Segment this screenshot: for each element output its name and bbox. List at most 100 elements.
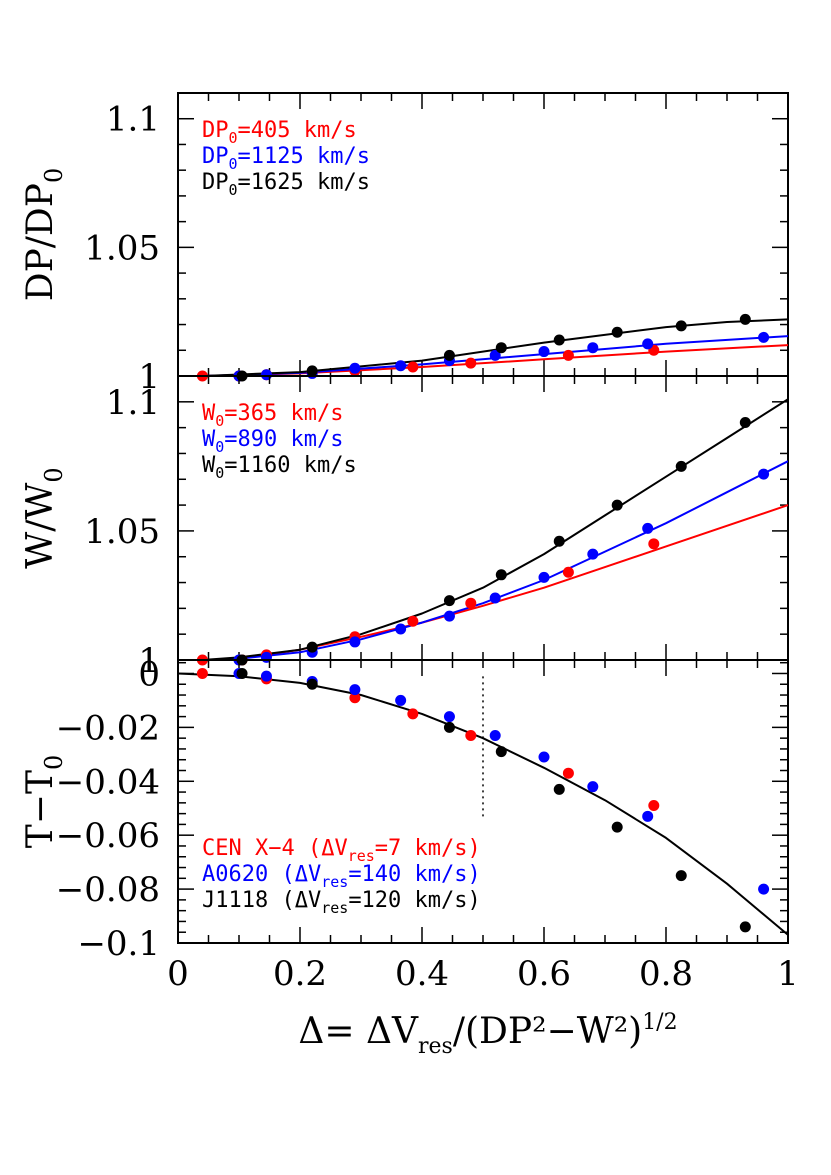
legend-text: W — [202, 401, 216, 426]
y-axis-label: T−T0 — [20, 755, 68, 848]
y-tick-label: 0 — [138, 654, 160, 694]
data-point-blue — [758, 883, 770, 895]
legend-text: =365 km/s — [224, 401, 343, 426]
data-point-red — [407, 708, 419, 720]
legend-entry-black: W0=1160 km/s — [202, 453, 357, 482]
data-point-black — [553, 334, 565, 346]
x-tick-label: 0.4 — [395, 954, 449, 994]
legend-text: DP — [202, 144, 229, 169]
legend-entry-blue: A0620 (ΔVres=140 km/s) — [202, 862, 481, 891]
data-point-black — [739, 921, 751, 933]
x-tick-label: 1 — [777, 954, 799, 994]
legend-entry-red: CEN X−4 (ΔVres=7 km/s) — [202, 836, 481, 865]
data-point-blue — [642, 522, 654, 534]
data-point-red — [196, 667, 208, 679]
legend-text: DP — [202, 118, 229, 143]
y-tick-label: 1 — [138, 357, 160, 397]
legend-text: =140 km/s) — [348, 862, 480, 887]
data-point-red — [562, 566, 574, 578]
y-tick-label: 1.1 — [106, 100, 160, 140]
fit-curve-black — [202, 398, 788, 660]
data-point-blue — [642, 810, 654, 822]
legend-entry-black: DP0=1625 km/s — [202, 170, 370, 199]
data-point-red — [407, 361, 419, 373]
data-point-blue — [260, 670, 272, 682]
legend-text: =7 km/s) — [375, 836, 481, 861]
legend-text: W — [202, 453, 216, 478]
data-point-black — [675, 870, 687, 882]
y-axis-label-main: W/W — [20, 483, 61, 569]
legend-subscript: 0 — [229, 155, 238, 173]
y-tick-label: −0.08 — [56, 870, 160, 910]
data-point-red — [465, 729, 477, 741]
legend-subscript: 0 — [215, 412, 224, 430]
fit-curve-black — [202, 318, 788, 376]
legend-text: =120 km/s) — [348, 888, 480, 913]
y-axis-label: W/W0 — [20, 467, 68, 568]
legend-entry-red: W0=365 km/s — [202, 401, 344, 430]
y-axis-label-main: T−T — [20, 770, 61, 848]
data-point-blue — [349, 362, 361, 374]
data-point-black — [739, 416, 751, 428]
legend-entry-blue: DP0=1125 km/s — [202, 144, 370, 173]
data-point-red — [648, 538, 660, 550]
legend-subscript: res — [348, 847, 375, 865]
data-point-blue — [349, 684, 361, 696]
data-point-black — [675, 320, 687, 332]
data-point-blue — [642, 338, 654, 350]
data-point-blue — [443, 711, 455, 723]
y-tick-label: −0.02 — [56, 708, 160, 748]
y-axis-label-main: DP/DP — [20, 183, 61, 301]
fit-curve-red — [202, 504, 788, 660]
y-axis-label-subscript: 0 — [40, 467, 68, 482]
legend-subscript: 0 — [215, 438, 224, 456]
data-point-blue — [443, 610, 455, 622]
data-point-black — [306, 678, 318, 690]
x-axis-label: Δ= ΔVres/(DP²−W²)1/2 — [298, 1010, 677, 1059]
legend-text: J1118 (ΔV — [202, 888, 321, 913]
data-point-black — [611, 326, 623, 338]
data-point-blue — [587, 342, 599, 354]
y-tick-label: 1 — [138, 641, 160, 681]
fit-curve-blue — [202, 460, 788, 660]
data-point-red — [349, 692, 361, 704]
data-point-blue — [395, 694, 407, 706]
data-point-black — [495, 746, 507, 758]
data-point-black — [611, 499, 623, 511]
legend-entry-red: DP0=405 km/s — [202, 118, 357, 147]
data-point-blue — [587, 781, 599, 793]
legend-text: W — [202, 427, 216, 452]
data-point-black — [443, 595, 455, 607]
x-axis-label-part: /(DP²−W²) — [453, 1011, 642, 1052]
legend-text: =1625 km/s — [238, 170, 370, 195]
data-point-red — [648, 800, 660, 812]
data-point-black — [495, 569, 507, 581]
y-tick-label: −0.04 — [56, 762, 160, 802]
data-point-black — [739, 313, 751, 325]
x-axis-label-subscript: res — [418, 1034, 453, 1059]
data-point-red — [562, 349, 574, 361]
data-point-black — [611, 821, 623, 833]
legend-entry-blue: W0=890 km/s — [202, 427, 344, 456]
y-tick-label: 1.05 — [84, 228, 160, 268]
y-tick-label: −0.1 — [77, 924, 160, 964]
legend-text: DP — [202, 170, 229, 195]
x-tick-label: 0.8 — [639, 954, 693, 994]
x-tick-label: 0 — [167, 954, 189, 994]
data-point-black — [443, 721, 455, 733]
data-point-blue — [489, 592, 501, 604]
data-point-blue — [260, 651, 272, 663]
data-point-blue — [349, 636, 361, 648]
x-tick-label: 0.6 — [517, 954, 571, 994]
panel-t-difference: 0−0.02−0.04−0.06−0.08−0.10 0.2 0.4 0.6 0.8 1T… — [20, 654, 799, 1059]
legend-subscript: 0 — [215, 464, 224, 482]
legend-text: =890 km/s — [224, 427, 343, 452]
data-point-black — [675, 460, 687, 472]
data-point-black — [495, 342, 507, 354]
legend-subscript: res — [321, 873, 348, 891]
legend-subscript: res — [321, 899, 348, 917]
data-point-red — [562, 767, 574, 779]
data-point-blue — [758, 331, 770, 343]
